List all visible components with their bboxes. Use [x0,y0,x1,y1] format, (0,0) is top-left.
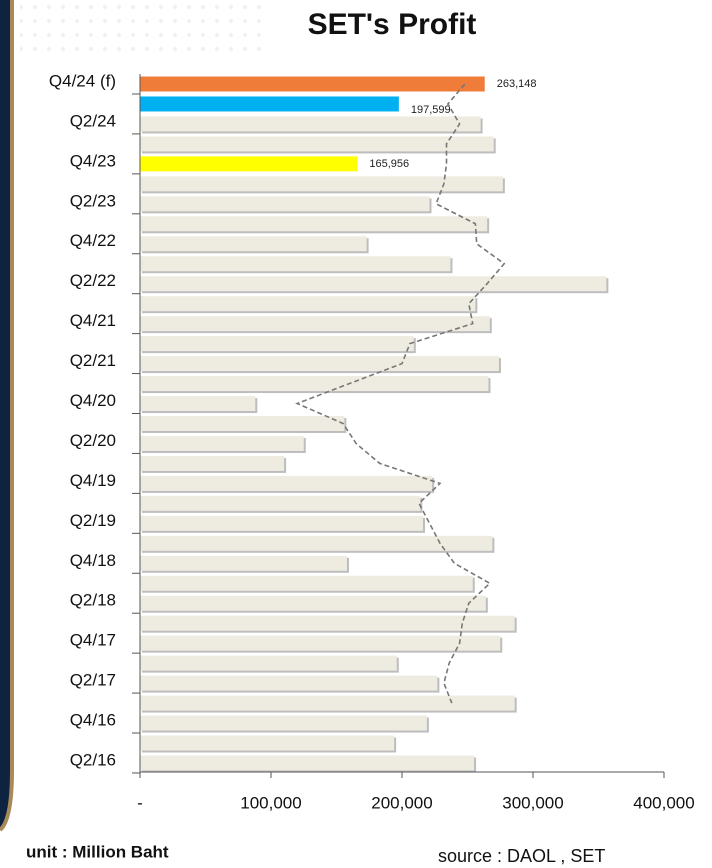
y-tick-label: Q2/23 [70,191,116,210]
bar [140,376,489,392]
y-tick-label: Q2/18 [70,591,116,610]
bar [140,196,430,212]
value-label: 263,148 [497,78,537,90]
y-tick-label: Q4/16 [70,711,116,730]
bar [140,715,427,731]
bar [140,675,438,691]
unit-note: unit : Million Baht [26,842,169,861]
bar [140,535,493,551]
y-tick-label: Q2/22 [70,271,116,290]
decor-dots [20,0,270,60]
bar [140,336,414,352]
y-tick-label: Q4/23 [70,151,116,170]
y-tick-label: Q4/19 [70,471,116,490]
y-tick-label: Q4/24 (f) [49,71,116,90]
chart-title: SET's Profit [308,8,477,41]
x-tick-label: 400,000 [633,793,694,812]
bar [140,396,256,412]
y-tick-label: Q2/20 [70,431,116,450]
y-tick-label: Q4/17 [70,631,116,650]
bar [140,435,304,451]
side-panel [0,0,12,830]
bar [140,116,481,132]
y-tick-label: Q2/21 [70,351,116,370]
bar [140,755,475,771]
x-tick-label: - [137,793,143,812]
bar [140,276,607,292]
bar [140,515,423,531]
y-tick-label: Q2/16 [70,750,116,769]
bar [140,216,488,232]
bar [140,356,499,372]
bar [140,136,494,152]
bar [140,735,395,751]
bar [140,555,347,571]
bar [140,236,367,252]
bar [140,475,433,491]
bar [140,635,501,651]
x-tick-label: 300,000 [502,793,563,812]
bar [140,256,451,272]
bar [140,296,476,312]
bar [140,575,473,591]
bar [140,76,485,92]
bar [140,96,399,112]
bar [140,595,486,611]
y-tick-label: Q2/17 [70,671,116,690]
value-label: 197,599 [411,104,451,116]
source-note: source : DAOL , SET [438,846,605,866]
bar [140,156,358,172]
bar [140,316,490,332]
x-tick-label: 200,000 [371,793,432,812]
bar [140,655,397,671]
bar [140,415,345,431]
y-tick-label: Q4/21 [70,311,116,330]
bar [140,176,503,192]
bar [140,455,285,471]
y-tick-label: Q4/22 [70,231,116,250]
bar [140,495,421,511]
y-tick-label: Q2/19 [70,511,116,530]
bar [140,695,515,711]
value-label: 165,956 [369,158,409,170]
bar [140,615,515,631]
y-tick-label: Q2/24 [70,111,116,130]
side-border [0,0,14,832]
x-tick-label: 100,000 [240,793,301,812]
trend-line [295,83,506,704]
y-tick-label: Q4/20 [70,391,116,410]
y-tick-label: Q4/18 [70,551,116,570]
